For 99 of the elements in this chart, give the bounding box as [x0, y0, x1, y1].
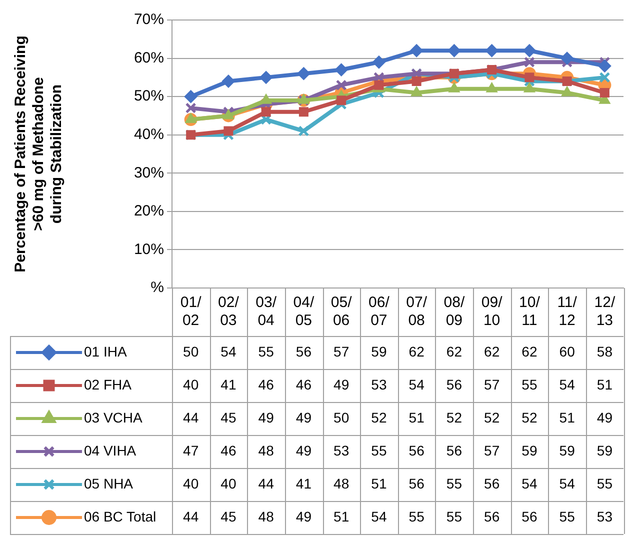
data-label: 51	[596, 376, 613, 392]
data-label: 59	[596, 442, 613, 458]
y-tick-label: %	[150, 279, 164, 296]
data-label: 51	[371, 475, 387, 492]
y-tick-label: 20%	[134, 202, 164, 220]
x-tick-label: 11/12	[557, 294, 578, 330]
legend-label: 04 VIHA	[84, 442, 137, 458]
y-axis-title: Percentage of Patients Receiving >60 mg of Methadone during Stabilization	[12, 36, 66, 272]
x-tick-label: 06/07	[368, 294, 390, 330]
data-label: 56	[446, 442, 462, 458]
legend-label: 06 BC Total	[84, 508, 156, 524]
data-label: 45	[220, 409, 236, 426]
data-label: 59	[559, 442, 576, 458]
data-label: 41	[220, 376, 236, 392]
y-tick-label: 10%	[134, 240, 164, 258]
data-label: 53	[334, 442, 350, 458]
data-label: 40	[183, 376, 199, 392]
data-label: 54	[522, 475, 538, 492]
data-label: 52	[522, 409, 538, 426]
data-label: 44	[183, 508, 199, 524]
data-label: 55	[408, 508, 425, 524]
data-label: 54	[559, 376, 576, 392]
data-label: 62	[522, 343, 538, 360]
data-label: 44	[258, 475, 274, 492]
data-label: 46	[258, 376, 274, 392]
data-label: 53	[596, 508, 613, 524]
data-label: 41	[296, 475, 312, 492]
data-label: 54	[408, 376, 425, 392]
data-label: 50	[183, 343, 199, 360]
y-tick-label: 70%	[134, 11, 164, 28]
data-label: 50	[334, 409, 350, 426]
x-tick-label: 04/05	[293, 294, 315, 330]
x-tick-label: 01/02	[180, 294, 202, 330]
legend-label: 02 FHA	[84, 376, 132, 392]
data-label: 62	[446, 343, 462, 360]
data-label: 52	[484, 409, 500, 426]
data-label: 57	[484, 442, 500, 458]
x-tick-label: 07/08	[406, 294, 428, 330]
x-tick-label: 08/09	[444, 294, 466, 330]
data-label: 55	[446, 508, 462, 524]
data-label: 60	[559, 343, 576, 360]
data-label: 56	[484, 475, 500, 492]
data-label: 46	[220, 442, 236, 458]
x-tick-label: 12/13	[594, 294, 616, 330]
data-label: 53	[371, 376, 387, 392]
data-label: 55	[371, 442, 387, 458]
data-label: 57	[334, 343, 350, 360]
data-label: 58	[596, 343, 613, 360]
data-label: 55	[596, 475, 613, 492]
data-label: 59	[522, 442, 538, 458]
data-label: 54	[220, 343, 236, 360]
data-label: 57	[484, 376, 500, 392]
legend-label: 03 VCHA	[84, 409, 144, 426]
data-label: 56	[408, 475, 425, 492]
data-label: 46	[296, 376, 312, 392]
x-tick-label: 03/04	[256, 294, 278, 330]
data-label: 49	[296, 442, 312, 458]
data-label: 45	[220, 508, 236, 524]
y-tick-label: 30%	[134, 164, 164, 182]
data-label: 51	[408, 409, 425, 426]
data-label: 52	[371, 409, 387, 426]
x-tick-label: 09/10	[481, 294, 504, 330]
x-tick-label: 02/03	[218, 294, 240, 330]
data-label: 55	[559, 508, 576, 524]
data-label: 49	[596, 409, 613, 426]
data-label: 48	[258, 508, 274, 524]
data-label: 56	[522, 508, 538, 524]
data-label: 54	[559, 475, 576, 492]
data-label: 56	[484, 508, 500, 524]
data-label: 49	[334, 376, 350, 392]
data-label: 56	[296, 343, 312, 360]
data-label: 51	[334, 508, 350, 524]
data-label: 55	[258, 343, 274, 360]
data-label: 44	[183, 409, 199, 426]
data-label: 49	[296, 409, 312, 426]
y-tick-label: 60%	[134, 49, 164, 66]
x-tick-label: 10/11	[519, 294, 541, 330]
legend-label: 01 IHA	[84, 343, 128, 360]
legend-label: 05 NHA	[84, 475, 134, 492]
data-label: 47	[183, 442, 199, 458]
data-label: 40	[183, 475, 199, 492]
data-label: 48	[334, 475, 350, 492]
data-label: 62	[484, 343, 500, 360]
y-tick-label: 40%	[134, 126, 164, 143]
data-label: 40	[220, 475, 236, 492]
data-label: 49	[296, 508, 312, 524]
x-tick-label: 05/06	[330, 294, 353, 330]
data-label: 55	[522, 376, 538, 392]
data-label: 52	[446, 409, 462, 426]
data-label: 59	[371, 343, 387, 360]
y-tick-label: 50%	[134, 88, 164, 105]
data-label: 51	[559, 409, 576, 426]
data-label: 55	[446, 475, 462, 492]
data-label: 62	[408, 343, 425, 360]
data-label: 56	[408, 442, 425, 458]
data-label: 49	[258, 409, 274, 426]
data-label: 48	[258, 442, 274, 458]
data-label: 56	[446, 376, 462, 392]
data-label: 54	[371, 508, 387, 524]
